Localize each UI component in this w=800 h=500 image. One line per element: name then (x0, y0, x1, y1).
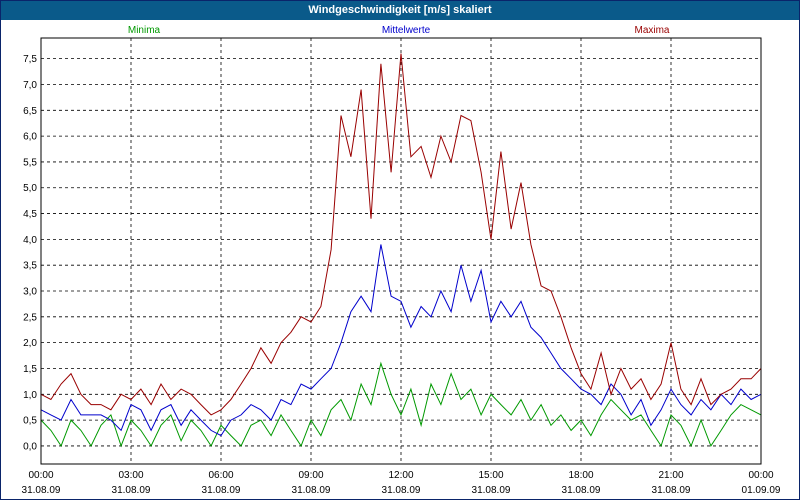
x-tick-date: 31.08.09 (382, 485, 421, 496)
x-tick-time: 00:00 (748, 470, 773, 481)
series-line-minima (40, 361, 762, 448)
x-tick-time: 18:00 (568, 470, 593, 481)
y-tick-label: 4,5 (23, 209, 37, 220)
wind-speed-chart: 0,0 0,5 1,0 1,5 2,0 2,5 3,0 3,5 4,0 4,5 5,0 5,5 6,0 6… (1, 20, 799, 499)
x-tick-date: 31.08.09 (562, 485, 601, 496)
series-line-mittelwerte (40, 244, 762, 437)
x-tick-time: 00:00 (28, 470, 53, 481)
x-tick-date: 01.09.09 (742, 485, 781, 496)
x-tick-time: 21:00 (658, 470, 683, 481)
y-tick-label: 7,5 (23, 54, 37, 65)
legend-maxima: Maxima (634, 25, 669, 36)
y-tick-label: 4,0 (23, 235, 37, 246)
y-tick-label: 1,5 (23, 364, 37, 375)
y-tick-label: 5,5 (23, 157, 37, 168)
x-tick-time: 09:00 (298, 470, 323, 481)
window-title: Windgeschwindigkeit [m/s] skaliert (1, 1, 799, 20)
y-tick-label: 6,0 (23, 132, 37, 143)
legend-mittelwerte: Mittelwerte (382, 25, 431, 36)
y-tick-label: 1,0 (23, 390, 37, 401)
x-tick-time: 15:00 (478, 470, 503, 481)
x-tick-date: 31.08.09 (112, 485, 151, 496)
x-tick-date: 31.08.09 (202, 485, 241, 496)
y-tick-label: 3,0 (23, 287, 37, 298)
legend-minima: Minima (128, 25, 161, 36)
y-tick-label: 5,0 (23, 183, 37, 194)
series-line-maxima (40, 53, 762, 416)
x-tick-date: 31.08.09 (472, 485, 511, 496)
y-tick-label: 0,0 (23, 441, 37, 452)
y-tick-label: 2,0 (23, 338, 37, 349)
x-tick-time: 06:00 (208, 470, 233, 481)
y-tick-label: 3,5 (23, 261, 37, 272)
x-tick-time: 12:00 (388, 470, 413, 481)
x-tick-time: 03:00 (118, 470, 143, 481)
y-tick-label: 2,5 (23, 312, 37, 323)
y-tick-label: 7,0 (23, 80, 37, 91)
x-tick-date: 31.08.09 (22, 485, 61, 496)
y-tick-label: 0,5 (23, 416, 37, 427)
x-tick-date: 31.08.09 (652, 485, 691, 496)
x-tick-date: 31.08.09 (292, 485, 331, 496)
y-tick-label: 6,5 (23, 106, 37, 117)
